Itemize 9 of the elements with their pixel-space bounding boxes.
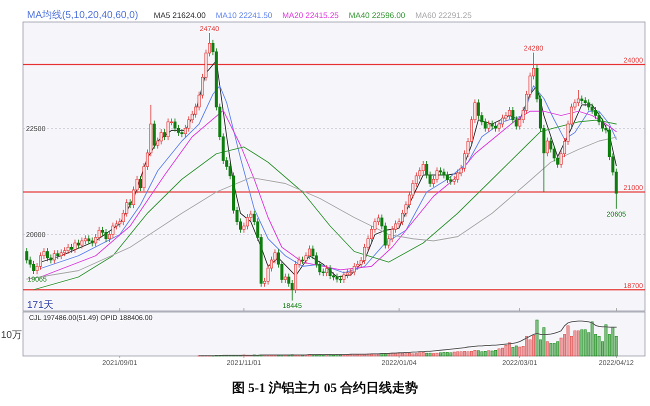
y-axis-title: 10万 <box>0 330 22 341</box>
text: MA5 21624.00 <box>154 11 206 20</box>
legend-title: MA均线(5,10,20,40,60,0) <box>27 9 138 21</box>
text: MA20 22415.25 <box>282 11 340 20</box>
caption: 图 5-1 沪铝主力 05 合约日线走势 <box>232 380 418 395</box>
annotation: 171天 <box>27 300 54 311</box>
text: MA60 22291.25 <box>415 11 472 20</box>
text: MA10 22241.50 <box>216 11 273 20</box>
text: MA40 22596.00 <box>348 11 406 20</box>
